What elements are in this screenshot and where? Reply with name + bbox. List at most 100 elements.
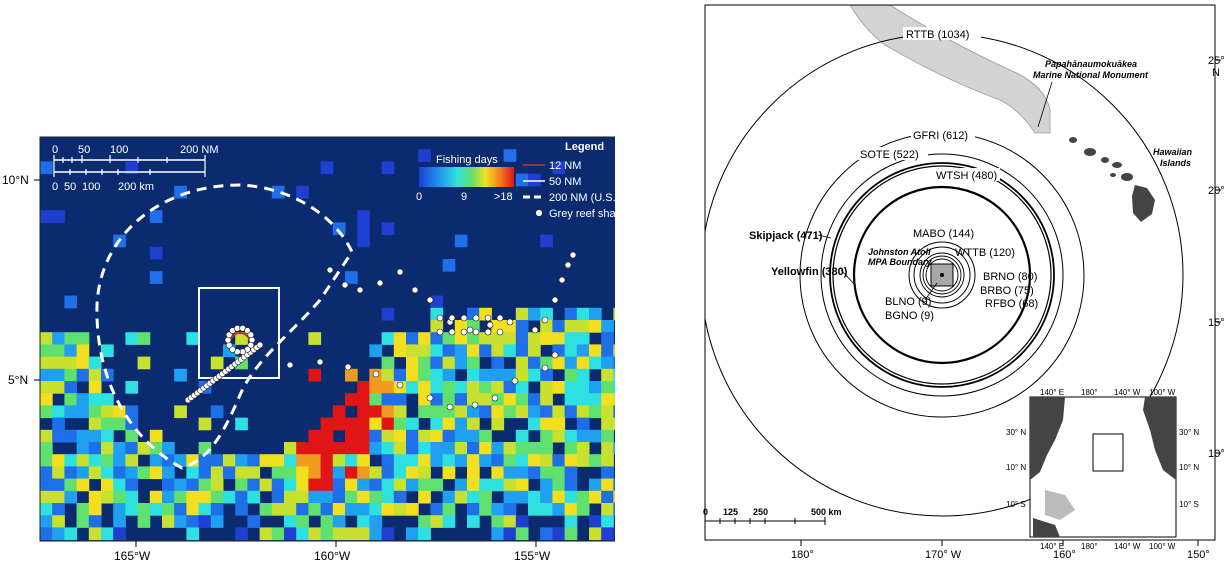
- heat-cell: [454, 234, 468, 248]
- heat-cell: [552, 527, 566, 541]
- heat-cell: [64, 429, 78, 443]
- heat-cell: [259, 478, 273, 492]
- heat-cell: [442, 393, 456, 406]
- heat-cell: [564, 332, 578, 345]
- heat-cell: [332, 442, 346, 455]
- heat-cell: [381, 222, 395, 236]
- heat-cell: [369, 417, 383, 431]
- heat-cell: [369, 515, 383, 528]
- heat-cell: [540, 466, 553, 480]
- shark-location-dot: [396, 268, 404, 276]
- heat-cell: [235, 466, 248, 480]
- heat-cell: [540, 320, 553, 333]
- heat-cell: [381, 381, 395, 394]
- lon-170w: 170° W: [925, 549, 962, 561]
- heat-cell: [345, 466, 358, 480]
- heat-cell: [540, 429, 553, 443]
- heat-cell: [271, 466, 285, 480]
- heat-cell: [162, 515, 175, 528]
- heat-cell: [564, 515, 578, 528]
- heat-cell: [52, 381, 65, 394]
- heat-cell: [320, 515, 334, 528]
- heat-cell: [113, 490, 126, 504]
- heat-cell: [52, 417, 65, 431]
- heat-cell: [64, 332, 78, 345]
- heat-cell: [613, 417, 615, 431]
- heat-cell: [125, 405, 139, 419]
- heat-cell: [345, 454, 358, 467]
- heat-cell: [503, 405, 517, 419]
- heat-cell: [467, 332, 480, 345]
- inset-right-10s: 10° S: [1179, 500, 1199, 509]
- heat-cell: [64, 405, 78, 419]
- heat-cell: [52, 503, 65, 516]
- heat-cell: [564, 442, 578, 455]
- heat-cell: [381, 307, 395, 321]
- heat-cell: [308, 490, 322, 504]
- heat-cell: [491, 478, 505, 492]
- heat-cell: [247, 515, 261, 528]
- heat-cell: [174, 503, 187, 516]
- heat-cell: [442, 466, 456, 480]
- heat-cell: [564, 503, 578, 516]
- heat-cell: [210, 466, 224, 480]
- heat-cell: [540, 417, 553, 431]
- heat-cell: [381, 503, 395, 516]
- scale-km-100: 100: [82, 181, 100, 193]
- heat-cell: [406, 381, 419, 394]
- heat-cell: [552, 161, 566, 175]
- heat-cell: [491, 527, 505, 541]
- scale-0: 0: [703, 507, 708, 517]
- heat-cell: [515, 490, 529, 504]
- heat-cell: [589, 307, 602, 321]
- heat-cell: [101, 466, 114, 480]
- heat-cell: [418, 527, 431, 541]
- heat-cell: [320, 429, 334, 443]
- shark-location-dot: [376, 279, 384, 287]
- heat-cell: [52, 466, 65, 480]
- heat-cell: [564, 307, 578, 321]
- scale-bar: 0 50 100 200 NM 0 50 100 200 km: [52, 144, 219, 193]
- heat-cell: [40, 344, 53, 358]
- heat-cell: [454, 417, 468, 431]
- heat-cell: [393, 344, 407, 358]
- heat-cell: [64, 478, 78, 492]
- shark-location-dot: [558, 276, 566, 284]
- heat-cell: [345, 417, 358, 431]
- heat-cell: [601, 429, 614, 443]
- heat-cell: [381, 454, 395, 467]
- heat-cell: [186, 527, 200, 541]
- heat-cell: [125, 381, 139, 394]
- heat-cell: [467, 490, 480, 504]
- heat-cell: [454, 381, 468, 394]
- ring-wttb: [913, 246, 971, 304]
- heat-cell: [284, 454, 297, 467]
- heat-cell: [235, 332, 248, 345]
- heat-cell: [540, 478, 553, 492]
- hawaii-label-2: Islands: [1160, 158, 1191, 168]
- heat-cell: [454, 442, 468, 455]
- heat-cell: [589, 527, 602, 541]
- inset-bottom-140w: 140° W: [1114, 542, 1141, 551]
- heat-cell: [235, 454, 248, 467]
- heat-cell: [210, 405, 224, 419]
- heat-cell: [40, 442, 53, 455]
- shark-location-dot: [326, 266, 334, 274]
- heat-cell: [601, 417, 614, 431]
- heat-cell: [589, 393, 602, 406]
- heat-cell: [332, 527, 346, 541]
- heat-cell: [589, 515, 602, 528]
- heat-cell: [320, 490, 334, 504]
- heat-cell: [393, 478, 407, 492]
- heat-cell: [515, 344, 529, 358]
- heat-cell: [418, 490, 431, 504]
- shark-location-dot: [484, 328, 492, 336]
- map-frame: [39, 136, 615, 542]
- heat-cell: [430, 417, 444, 431]
- heat-cell: [320, 442, 334, 455]
- heat-cell: [576, 490, 590, 504]
- heat-cell: [613, 503, 615, 516]
- heat-cell: [552, 320, 566, 333]
- ring-sote: [820, 153, 1064, 397]
- heat-cell: [540, 405, 553, 419]
